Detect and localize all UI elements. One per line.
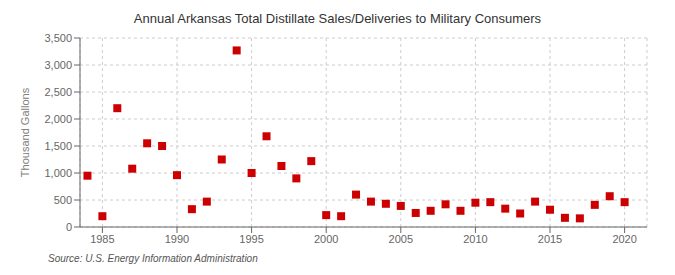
svg-text:1,500: 1,500 <box>44 140 72 152</box>
svg-text:500: 500 <box>54 194 72 206</box>
svg-text:2,500: 2,500 <box>44 86 72 98</box>
svg-text:0: 0 <box>66 221 72 233</box>
svg-text:1,000: 1,000 <box>44 167 72 179</box>
svg-text:1995: 1995 <box>239 233 263 245</box>
svg-text:3,500: 3,500 <box>44 32 72 44</box>
svg-text:2015: 2015 <box>538 233 562 245</box>
html-text:Source: U.S. Energy Informatio: Source: U.S. Energy Information Administ… <box>48 253 258 264</box>
svg-text:2020: 2020 <box>612 233 636 245</box>
svg-text:2010: 2010 <box>463 233 487 245</box>
svg-text:2,000: 2,000 <box>44 113 72 125</box>
svg-text:3,000: 3,000 <box>44 59 72 71</box>
html-text:Annual Arkansas Total Distilla: Annual Arkansas Total Distillate Sales/D… <box>133 11 542 26</box>
svg-text:2000: 2000 <box>314 233 338 245</box>
svg-text:1985: 1985 <box>90 233 114 245</box>
svg-text:Thousand Gallons: Thousand Gallons <box>19 87 31 177</box>
svg-text:1990: 1990 <box>165 233 189 245</box>
svg-text:2005: 2005 <box>389 233 413 245</box>
